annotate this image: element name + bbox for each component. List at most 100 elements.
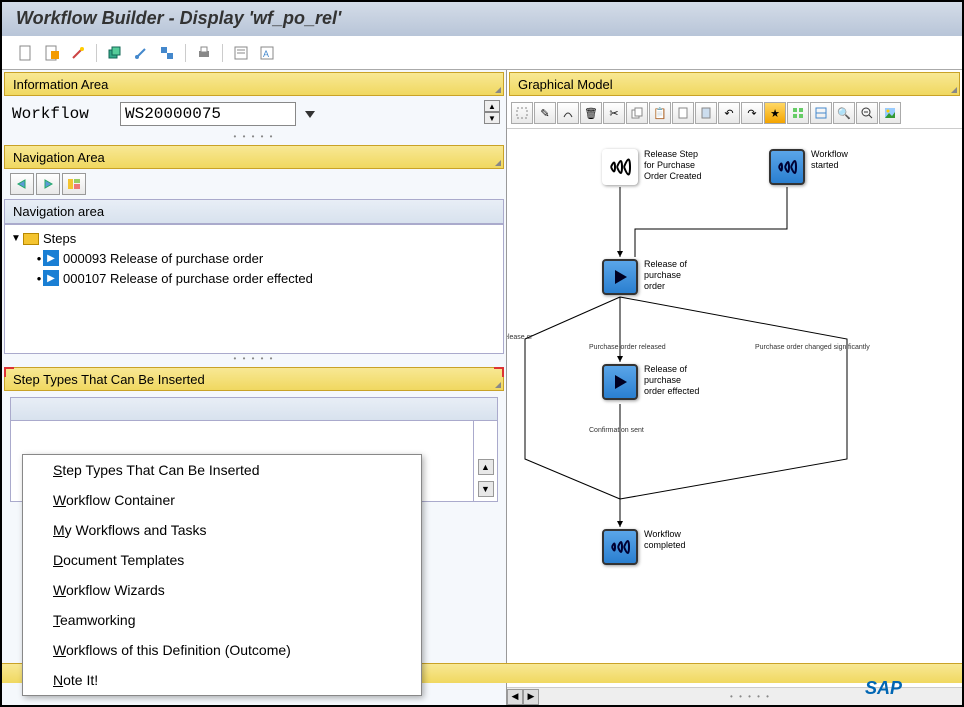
doc2-icon[interactable]	[695, 102, 717, 124]
window-title: Workflow Builder - Display 'wf_po_rel'	[2, 2, 962, 36]
play-icon: ▶	[43, 250, 59, 266]
play-icon	[602, 259, 638, 295]
node-wf-started[interactable]: Workflow started	[769, 149, 871, 185]
spinner-up-icon[interactable]: ▲	[484, 100, 500, 112]
graph-canvas[interactable]: Release Step for Purchase Order Created …	[507, 129, 962, 705]
zoom-in-icon[interactable]: 🔍	[833, 102, 855, 124]
main-toolbar: A	[2, 36, 962, 70]
wand-icon[interactable]	[68, 43, 88, 63]
play-icon	[602, 364, 638, 400]
new-doc-icon[interactable]	[42, 43, 62, 63]
menu-item-wizards[interactable]: Workflow Wizards	[23, 575, 421, 605]
align-icon[interactable]	[157, 43, 177, 63]
workflow-input[interactable]	[120, 102, 296, 126]
info-area-title: Information Area	[13, 77, 108, 92]
form-icon[interactable]	[231, 43, 251, 63]
nav-area-title: Navigation Area	[13, 150, 105, 165]
resize-dots[interactable]: • • • • •	[4, 354, 504, 363]
nav-tree: ▼ Steps • ▶ 000093 Release of purchase o…	[4, 224, 504, 354]
fit-icon[interactable]	[810, 102, 832, 124]
nav-forward-icon[interactable]	[36, 173, 60, 195]
info-area: Information Area Workflow ▲ ▼ • • • • •	[2, 70, 506, 143]
nav-tree-header: Navigation area	[4, 199, 504, 224]
select-icon[interactable]	[511, 102, 533, 124]
graph-edges	[507, 129, 962, 705]
grid-icon[interactable]	[787, 102, 809, 124]
step-types-title: Step Types That Can Be Inserted	[13, 372, 205, 387]
sound-icon	[602, 149, 638, 185]
tree-item[interactable]: • ▶ 000107 Release of purchase order eff…	[11, 268, 497, 288]
link-icon[interactable]	[557, 102, 579, 124]
cube-icon[interactable]	[105, 43, 125, 63]
nav-back-icon[interactable]	[10, 173, 34, 195]
edge-label: Purchase order released	[589, 344, 666, 351]
node-release-po-effected[interactable]: Release of purchase order effected	[602, 364, 704, 400]
separator	[222, 44, 223, 62]
new-icon[interactable]	[16, 43, 36, 63]
edge-label: Release cr	[507, 334, 532, 341]
spinner-down-icon[interactable]: ▼	[484, 112, 500, 124]
nav-toolbar	[4, 169, 504, 199]
spinner: ▲ ▼	[484, 100, 500, 124]
node-label: Release Step for Purchase Order Created	[644, 149, 704, 182]
tree-root[interactable]: ▼ Steps	[11, 229, 497, 248]
dropdown-icon[interactable]	[300, 106, 320, 122]
sound-box-icon	[602, 529, 638, 565]
scroll-down-icon[interactable]: ▼	[478, 481, 494, 497]
nav-layout-icon[interactable]	[62, 173, 86, 195]
image-icon[interactable]	[879, 102, 901, 124]
graph-toolbar: ✎ 🗑 ✂ 📋 ↶ ↷ ★ 🔍	[507, 98, 962, 129]
edge-label: Confirmation sent	[589, 427, 644, 434]
menu-item-container[interactable]: Workflow Container	[23, 485, 421, 515]
redo-icon[interactable]: ↷	[741, 102, 763, 124]
auto-icon[interactable]: A	[257, 43, 277, 63]
node-release-po[interactable]: Release of purchase order	[602, 259, 704, 295]
trash-icon[interactable]: 🗑	[580, 102, 602, 124]
collapse-icon[interactable]: ▼	[11, 233, 23, 244]
workflow-row: Workflow ▲ ▼	[4, 96, 504, 132]
zoom-out-icon[interactable]	[856, 102, 878, 124]
node-label: Workflow completed	[644, 529, 704, 551]
node-wf-completed[interactable]: Workflow completed	[602, 529, 704, 565]
right-pane: Graphical Model ✎ 🗑 ✂ 📋 ↶ ↷ ★ 🔍	[507, 70, 962, 705]
node-label: Release of purchase order effected	[644, 364, 704, 397]
undo-icon[interactable]: ↶	[718, 102, 740, 124]
info-area-header[interactable]: Information Area	[4, 72, 504, 96]
menu-item-doc-templates[interactable]: Document Templates	[23, 545, 421, 575]
pipette-icon[interactable]	[131, 43, 151, 63]
step-types-header[interactable]: Step Types That Can Be Inserted	[4, 367, 504, 391]
folder-icon	[23, 233, 39, 245]
resize-dots[interactable]: • • • • •	[4, 132, 504, 141]
paste-icon[interactable]: 📋	[649, 102, 671, 124]
sap-logo: SAP	[865, 678, 902, 699]
cut-icon[interactable]: ✂	[603, 102, 625, 124]
scroll-right-icon[interactable]: ▶	[523, 689, 539, 705]
separator	[185, 44, 186, 62]
menu-item-step-types[interactable]: Step Types That Can Be Inserted	[23, 455, 421, 485]
separator	[96, 44, 97, 62]
scroll-left-icon[interactable]: ◀	[507, 689, 523, 705]
tree-item[interactable]: • ▶ 000093 Release of purchase order	[11, 248, 497, 268]
edge-label: Purchase order changed significantly	[755, 344, 870, 351]
nav-area-header[interactable]: Navigation Area	[4, 145, 504, 169]
node-label: Workflow started	[811, 149, 871, 171]
scroll-up-icon[interactable]: ▲	[478, 459, 494, 475]
doc-icon[interactable]	[672, 102, 694, 124]
copy-icon[interactable]	[626, 102, 648, 124]
step-subheader	[10, 397, 498, 421]
graph-title: Graphical Model	[518, 77, 613, 92]
menu-item-my-workflows[interactable]: My Workflows and Tasks	[23, 515, 421, 545]
graph-header[interactable]: Graphical Model	[509, 72, 960, 96]
print-icon[interactable]	[194, 43, 214, 63]
highlight-icon[interactable]: ★	[764, 102, 786, 124]
workflow-label: Workflow	[12, 105, 120, 123]
tree-item-label: 000107 Release of purchase order effecte…	[63, 271, 313, 286]
pencil-icon[interactable]: ✎	[534, 102, 556, 124]
node-start-event[interactable]: Release Step for Purchase Order Created	[602, 149, 704, 185]
nav-area: Navigation Area Navigation area ▼ Steps …	[2, 143, 506, 365]
tree-root-label: Steps	[43, 231, 76, 246]
tree-item-label: 000093 Release of purchase order	[63, 251, 263, 266]
menu-item-teamworking[interactable]: Teamworking	[23, 605, 421, 635]
menu-item-note[interactable]: Note It!	[23, 665, 421, 695]
menu-item-outcome[interactable]: Workflows of this Definition (Outcome)	[23, 635, 421, 665]
